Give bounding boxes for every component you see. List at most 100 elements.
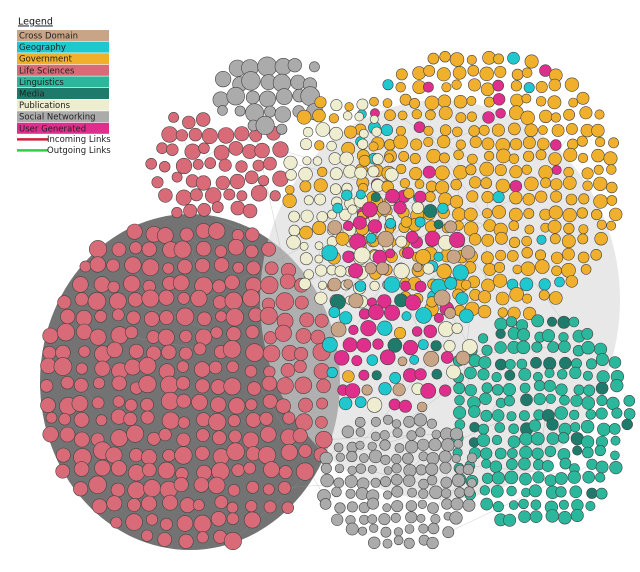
- node: [327, 220, 343, 235]
- node: [184, 143, 201, 160]
- node: [106, 258, 120, 273]
- node: [182, 115, 196, 130]
- node: [439, 124, 452, 136]
- node: [260, 276, 279, 295]
- node: [439, 461, 452, 474]
- node: [483, 263, 497, 276]
- node: [255, 115, 275, 135]
- node: [491, 471, 505, 485]
- node: [482, 111, 495, 124]
- node: [176, 376, 191, 391]
- node: [453, 382, 466, 395]
- node: [177, 416, 190, 429]
- node: [367, 514, 378, 525]
- node: [126, 424, 145, 443]
- node: [94, 459, 111, 477]
- node: [366, 354, 378, 366]
- node: [231, 463, 245, 477]
- node: [523, 208, 535, 219]
- node: [466, 452, 478, 464]
- node: [446, 364, 461, 380]
- node: [405, 511, 418, 524]
- node: [453, 406, 467, 420]
- node: [440, 351, 454, 364]
- node: [383, 466, 393, 475]
- node: [478, 305, 492, 319]
- node: [263, 500, 277, 514]
- legend-swatch: [17, 64, 109, 76]
- node: [391, 453, 402, 465]
- node: [404, 294, 421, 311]
- node: [413, 413, 428, 427]
- node: [554, 472, 568, 485]
- node: [109, 292, 127, 310]
- node: [578, 224, 589, 235]
- node: [259, 90, 277, 108]
- node: [431, 429, 441, 440]
- node: [344, 102, 354, 112]
- node: [345, 488, 356, 499]
- node: [141, 258, 160, 277]
- node: [250, 185, 268, 202]
- node: [467, 64, 480, 77]
- node: [257, 56, 278, 77]
- node: [423, 65, 436, 77]
- node: [353, 246, 371, 264]
- node: [481, 278, 495, 293]
- node: [511, 68, 524, 81]
- node: [494, 341, 507, 354]
- node: [491, 372, 502, 383]
- legend-swatch: [17, 41, 109, 53]
- node: [173, 477, 189, 493]
- node: [506, 411, 517, 422]
- node: [228, 429, 242, 444]
- node: [426, 452, 440, 465]
- node: [178, 533, 194, 549]
- node: [379, 430, 390, 441]
- node: [595, 487, 608, 500]
- node: [329, 183, 342, 195]
- node: [566, 123, 578, 135]
- node: [93, 276, 111, 293]
- node: [516, 358, 528, 370]
- node: [141, 289, 160, 308]
- node: [314, 313, 329, 328]
- node: [205, 187, 222, 204]
- node: [423, 125, 434, 136]
- legend-swatch: [17, 88, 109, 99]
- node: [316, 211, 328, 223]
- node: [595, 407, 608, 420]
- node: [494, 317, 508, 331]
- node: [263, 365, 276, 378]
- node: [195, 445, 210, 461]
- node: [594, 136, 606, 148]
- node: [313, 178, 328, 193]
- node: [393, 134, 408, 150]
- node: [480, 251, 494, 265]
- node: [442, 526, 455, 539]
- node: [397, 356, 408, 367]
- node: [423, 137, 434, 148]
- node: [424, 95, 440, 111]
- node: [530, 356, 542, 369]
- node: [437, 202, 449, 214]
- node: [461, 339, 478, 355]
- node: [126, 223, 143, 240]
- node: [161, 411, 180, 430]
- node: [368, 141, 379, 152]
- node: [288, 224, 301, 237]
- node: [478, 333, 489, 344]
- node: [334, 502, 346, 514]
- node: [354, 166, 368, 180]
- node: [426, 418, 438, 429]
- node: [483, 96, 495, 108]
- node: [522, 306, 537, 321]
- node: [192, 499, 205, 511]
- node: [608, 423, 621, 435]
- node: [123, 275, 141, 293]
- node: [214, 495, 229, 509]
- node: [572, 445, 583, 456]
- node: [555, 383, 568, 396]
- node: [507, 435, 521, 449]
- node: [368, 536, 381, 549]
